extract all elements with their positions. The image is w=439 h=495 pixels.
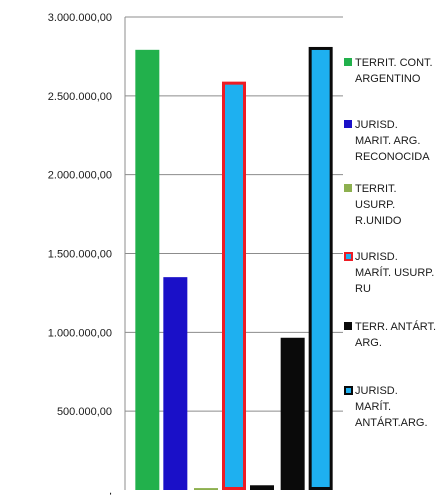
legend-label: TERRIT. [355, 183, 397, 195]
bar-2-series-5 [250, 485, 274, 490]
legend-label: TERRIT. CONT. [355, 57, 433, 69]
legend-label: ANTÁRT.ARG. [355, 416, 428, 429]
legend-label: MARÍT. [355, 400, 391, 413]
y-tick-label: 1.500.000,00 [48, 249, 112, 261]
legend-label: JURISD. [355, 119, 398, 131]
bar-3-series-6 [308, 46, 333, 490]
bar-1-series-2 [163, 277, 188, 490]
legend-label: RU [355, 283, 371, 295]
legend-swatch-1 [344, 58, 352, 66]
legend-swatch-2 [344, 120, 352, 128]
y-tick-label: 500.000,00 [57, 406, 112, 418]
legend-label: TERR. ANTÁRT. [355, 320, 436, 333]
bar-2-series-4 [222, 81, 246, 490]
y-tick-label: 1.000.000,00 [48, 327, 112, 339]
legend-label: JURISD. [355, 251, 398, 263]
y-tick-label: 2.000.000,00 [48, 170, 112, 182]
legend: TERRIT. CONT. ARGENTINO JURISD. MARIT. ARG.… [344, 57, 436, 429]
legend-label: USURP. [355, 199, 395, 211]
legend-swatch-4 [344, 252, 353, 261]
legend-label: JURISD. [355, 385, 398, 397]
legend-label: ARG. [355, 337, 382, 349]
y-axis: , 500.000,00 1.000.000,00 1.500.000,00 2.000… [48, 12, 126, 495]
bar-2-series-3 [194, 488, 218, 490]
bar-1-series-1 [135, 49, 160, 491]
y-tick-label: 2.500.000,00 [48, 91, 112, 103]
y-tick-label: , [109, 485, 112, 495]
legend-swatch-3 [344, 184, 352, 192]
legend-label: RECONOCIDA [355, 151, 430, 163]
legend-label: R.UNIDO [355, 215, 402, 227]
legend-label: MARÍT. USURP. [355, 266, 434, 279]
y-tick-label: 3.000.000,00 [48, 12, 112, 24]
legend-swatch-6 [344, 386, 353, 395]
legend-label: MARIT. ARG. [355, 135, 420, 147]
legend-swatch-5 [344, 322, 352, 330]
bars [135, 46, 333, 491]
legend-label: ARGENTINO [355, 73, 421, 85]
bar-3-series-5 [280, 337, 305, 490]
